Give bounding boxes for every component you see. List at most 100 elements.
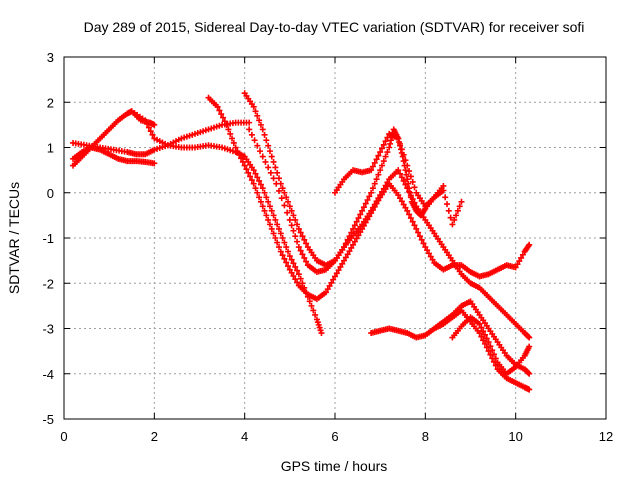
data-point: [420, 240, 427, 247]
series-8: [332, 130, 465, 228]
data-point: [360, 222, 367, 229]
series-5: [128, 108, 325, 337]
data-point: [378, 145, 385, 152]
data-point: [526, 334, 533, 341]
data-point: [373, 156, 380, 163]
data-point: [418, 236, 425, 243]
data-point: [416, 233, 423, 240]
data-point: [371, 203, 378, 210]
data-point: [270, 230, 277, 237]
data-point: [344, 236, 351, 243]
data-point: [275, 175, 282, 182]
data-point: [351, 238, 358, 245]
data-point: [292, 263, 299, 270]
data-point: [409, 178, 416, 185]
data-point: [362, 200, 369, 207]
data-point: [144, 120, 151, 127]
data-point: [292, 276, 299, 283]
data-point: [254, 174, 261, 181]
data-point: [303, 240, 310, 247]
data-point: [279, 185, 286, 192]
data-point: [355, 232, 362, 239]
data-point: [526, 386, 533, 393]
data-point: [339, 260, 346, 267]
data-point: [283, 244, 290, 251]
data-point: [266, 221, 273, 228]
data-point: [483, 344, 490, 351]
data-point: [386, 144, 393, 151]
data-point: [257, 148, 264, 155]
data-point: [252, 108, 259, 115]
data-point: [362, 219, 369, 226]
data-point: [364, 196, 371, 203]
data-point: [290, 260, 297, 267]
data-points: [70, 90, 533, 393]
data-point: [303, 258, 310, 265]
data-point: [380, 141, 387, 148]
data-point: [341, 257, 348, 264]
data-point: [259, 203, 266, 210]
y-axis-label: SDTVAR / TECUs: [6, 182, 22, 294]
data-point: [266, 203, 273, 210]
data-point: [301, 236, 308, 243]
data-point: [268, 153, 275, 160]
data-point: [440, 187, 447, 194]
data-point: [274, 221, 281, 228]
data-point: [375, 197, 382, 204]
data-point: [380, 158, 387, 165]
data-point: [478, 324, 485, 331]
data-point: [489, 347, 496, 354]
data-point: [350, 225, 357, 232]
data-point: [278, 195, 285, 202]
data-point: [398, 198, 405, 205]
data-point: [453, 212, 460, 219]
series-2: [70, 144, 158, 167]
data-point: [384, 134, 391, 141]
data-point: [279, 252, 286, 259]
data-point: [250, 167, 257, 174]
data-point: [245, 169, 252, 176]
data-point: [382, 153, 389, 160]
data-point: [294, 221, 301, 228]
data-point: [322, 289, 329, 296]
data-point: [281, 202, 288, 209]
data-point: [366, 213, 373, 220]
data-point: [295, 225, 302, 232]
data-point: [256, 117, 263, 124]
data-point: [281, 239, 288, 246]
data-point: [492, 355, 499, 362]
data-point: [341, 244, 348, 251]
data-point: [384, 149, 391, 156]
data-point: [265, 198, 272, 205]
data-point: [268, 207, 275, 214]
series-10: [431, 307, 533, 393]
data-point: [407, 173, 414, 180]
y-tick-label: 3: [47, 50, 54, 65]
data-point: [406, 168, 413, 175]
data-point: [299, 251, 306, 258]
data-point: [478, 333, 485, 340]
data-point: [512, 264, 519, 271]
data-point: [151, 160, 158, 167]
data-point: [265, 142, 272, 149]
data-point: [275, 225, 282, 232]
data-point: [272, 235, 279, 241]
x-tick-label: 6: [331, 429, 338, 444]
data-point: [413, 225, 420, 232]
data-point: [324, 286, 331, 293]
data-point: [387, 140, 394, 147]
data-point: [225, 126, 232, 133]
chart-title: Day 289 of 2015, Sidereal Day-to-day VTE…: [84, 19, 585, 35]
data-point: [353, 218, 360, 225]
data-point: [348, 229, 355, 236]
series-9: [368, 298, 533, 377]
data-point: [277, 248, 284, 255]
data-point: [232, 144, 239, 151]
data-point: [492, 362, 499, 369]
data-point: [398, 174, 405, 181]
data-point: [214, 103, 221, 110]
data-point: [335, 267, 342, 274]
data-point: [368, 189, 375, 196]
data-point: [442, 194, 449, 201]
